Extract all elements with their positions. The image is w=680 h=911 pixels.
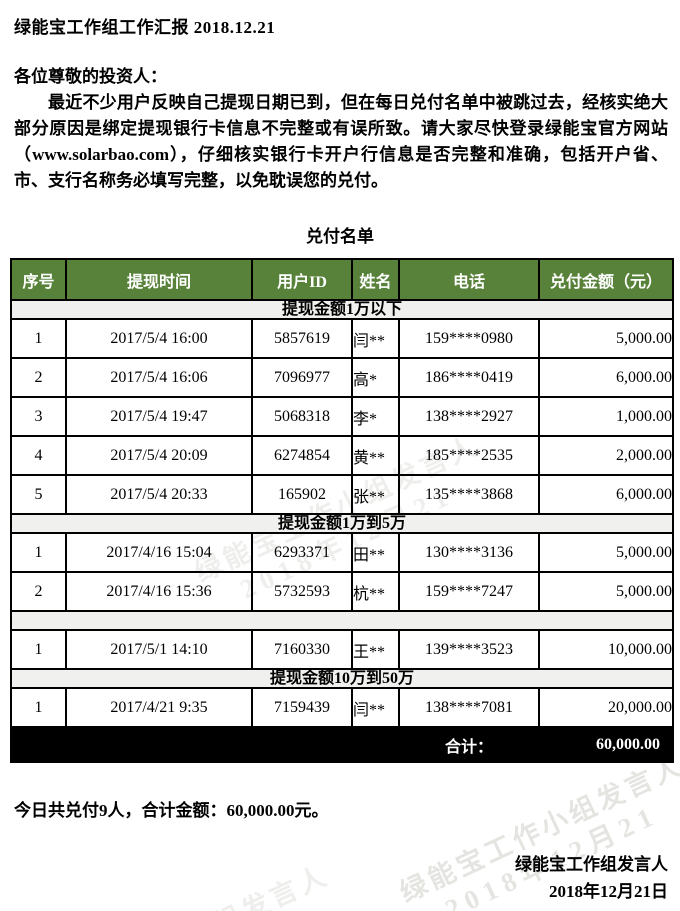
cell-user-id: 165902 xyxy=(251,474,353,515)
cell-user-id: 6274854 xyxy=(251,435,353,476)
cell-name: 杭** xyxy=(351,571,400,612)
cell-phone: 186****0419 xyxy=(398,357,540,398)
cell-index: 2 xyxy=(10,571,67,612)
cell-amount: 6,000.00 xyxy=(538,474,674,515)
table-row: 4 2017/5/4 20:09 6274854 黄** 185****2535 2,00… xyxy=(10,435,674,476)
cell-amount: 20,000.00 xyxy=(538,687,674,728)
cell-phone: 159****7247 xyxy=(398,571,540,612)
section-header-label: 提现金额10万到50万 xyxy=(10,668,674,689)
cell-index: 1 xyxy=(10,687,67,728)
cell-name: 黄** xyxy=(351,435,400,476)
table-title: 兑付名单 xyxy=(306,227,374,246)
cell-withdraw-time: 2017/4/16 15:36 xyxy=(65,571,253,612)
cell-phone: 159****0980 xyxy=(398,318,540,359)
cell-withdraw-time: 2017/5/4 19:47 xyxy=(65,396,253,437)
cell-amount: 1,000.00 xyxy=(538,396,674,437)
cell-name: 闫** xyxy=(351,687,400,728)
total-amount: 60,000.00 xyxy=(538,726,674,763)
total-label: 合计： xyxy=(398,726,540,763)
section-header-label xyxy=(10,610,674,631)
cell-withdraw-time: 2017/5/1 14:10 xyxy=(65,629,253,670)
document-title: 绿能宝工作组工作汇报 2018.12.21 xyxy=(14,18,276,37)
table-row: 1 2017/5/1 14:10 7160330 王** 139****3523 10,0… xyxy=(10,629,674,670)
cell-phone: 138****2927 xyxy=(398,396,540,437)
daily-summary-line: 今日共兑付9人，合计金额：60,000.00元。 xyxy=(14,801,329,820)
table-row: 1 2017/5/4 16:00 5857619 闫** 159****0980 5,00… xyxy=(10,318,674,359)
cell-amount: 2,000.00 xyxy=(538,435,674,476)
cell-user-id: 5732593 xyxy=(251,571,353,612)
cell-phone: 139****3523 xyxy=(398,629,540,670)
section-header-row: 提现金额1万以下 xyxy=(10,299,674,320)
cell-withdraw-time: 2017/5/4 20:09 xyxy=(65,435,253,476)
section-header-label: 提现金额1万到5万 xyxy=(10,513,674,534)
cell-name: 闫** xyxy=(351,318,400,359)
cell-withdraw-time: 2017/5/4 16:00 xyxy=(65,318,253,359)
cell-index: 5 xyxy=(10,474,67,515)
header-cell-amount: 兑付金额（元） xyxy=(538,258,674,301)
section-header-label: 提现金额1万以下 xyxy=(10,299,674,320)
signature-name: 绿能宝工作组发言人 xyxy=(515,855,668,874)
header-cell-phone: 电话 xyxy=(398,258,540,301)
header-cell-name: 姓名 xyxy=(351,258,400,301)
table-row: 5 2017/5/4 20:33 165902 张** 135****3868 6,000… xyxy=(10,474,674,515)
cell-name: 张** xyxy=(351,474,400,515)
table-header-row: 序号 提现时间 用户ID 姓名 电话 兑付金额（元） xyxy=(10,258,674,301)
cell-phone: 185****2535 xyxy=(398,435,540,476)
cell-phone: 138****7081 xyxy=(398,687,540,728)
cell-user-id: 6293371 xyxy=(251,532,353,573)
cell-withdraw-time: 2017/5/4 20:33 xyxy=(65,474,253,515)
cell-withdraw-time: 2017/5/4 16:06 xyxy=(65,357,253,398)
cell-withdraw-time: 2017/4/21 9:35 xyxy=(65,687,253,728)
cell-withdraw-time: 2017/4/16 15:04 xyxy=(65,532,253,573)
cell-amount: 5,000.00 xyxy=(538,318,674,359)
cell-name: 田** xyxy=(351,532,400,573)
cell-name: 高* xyxy=(351,357,400,398)
cell-index: 4 xyxy=(10,435,67,476)
header-cell-index: 序号 xyxy=(10,258,67,301)
table-row: 2 2017/4/16 15:36 5732593 杭** 159****7247 5,0… xyxy=(10,571,674,612)
table-row: 1 2017/4/21 9:35 7159439 闫** 138****7081 20,0… xyxy=(10,687,674,728)
cell-index: 1 xyxy=(10,629,67,670)
table-row: 1 2017/4/16 15:04 6293371 田** 130****3136 5,0… xyxy=(10,532,674,573)
total-spacer xyxy=(10,726,400,763)
notice-paragraph: 最近不少用户反映自己提现日期已到，但在每日兑付名单中被跳过去，经核实绝大部分原因… xyxy=(14,93,668,190)
greeting-line: 各位尊敬的投资人： xyxy=(14,67,167,86)
cell-user-id: 7160330 xyxy=(251,629,353,670)
total-row: 合计： 60,000.00 xyxy=(10,726,674,763)
signature-date: 2018年12月21日 xyxy=(549,882,668,901)
cell-phone: 130****3136 xyxy=(398,532,540,573)
section-header-row: 提现金额1万到5万 xyxy=(10,513,674,534)
cell-index: 1 xyxy=(10,532,67,573)
cell-user-id: 5068318 xyxy=(251,396,353,437)
cell-amount: 10,000.00 xyxy=(538,629,674,670)
header-cell-withdraw-time: 提现时间 xyxy=(65,258,253,301)
section-header-row: 提现金额10万到50万 xyxy=(10,668,674,689)
payout-table: 序号 提现时间 用户ID 姓名 电话 兑付金额（元） 提现金额1万以下 1 2017/5/4 … xyxy=(10,258,674,763)
table-row: 3 2017/5/4 19:47 5068318 李* 138****2927 1,000… xyxy=(10,396,674,437)
cell-name: 王** xyxy=(351,629,400,670)
cell-user-id: 7159439 xyxy=(251,687,353,728)
header-cell-user-id: 用户ID xyxy=(251,258,353,301)
cell-amount: 5,000.00 xyxy=(538,532,674,573)
signature-block: 绿能宝工作组发言人 2018年12月21日 xyxy=(0,851,680,905)
payout-table-body: 提现金额1万以下 1 2017/5/4 16:00 5857619 闫** 159****… xyxy=(10,299,674,728)
cell-index: 3 xyxy=(10,396,67,437)
cell-phone: 135****3868 xyxy=(398,474,540,515)
table-row: 2 2017/5/4 16:06 7096977 高* 186****0419 6,000… xyxy=(10,357,674,398)
cell-index: 1 xyxy=(10,318,67,359)
cell-index: 2 xyxy=(10,357,67,398)
cell-user-id: 5857619 xyxy=(251,318,353,359)
cell-amount: 5,000.00 xyxy=(538,571,674,612)
cell-name: 李* xyxy=(351,396,400,437)
cell-user-id: 7096977 xyxy=(251,357,353,398)
cell-amount: 6,000.00 xyxy=(538,357,674,398)
section-header-row xyxy=(10,610,674,631)
